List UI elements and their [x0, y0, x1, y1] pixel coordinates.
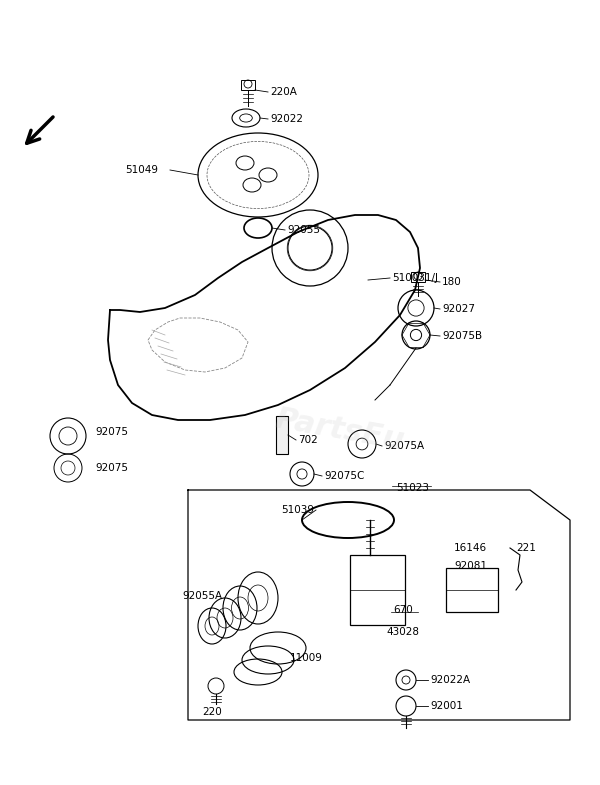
- Text: 11009: 11009: [290, 653, 323, 663]
- Text: 702: 702: [298, 435, 318, 445]
- Text: 92075A: 92075A: [384, 441, 424, 451]
- Text: 180: 180: [442, 277, 462, 287]
- Text: 220: 220: [202, 707, 222, 717]
- Bar: [411, 272, 425, 282]
- Text: 220A: 220A: [270, 87, 297, 97]
- Text: 92001: 92001: [430, 701, 463, 711]
- Text: 92022A: 92022A: [430, 675, 470, 685]
- Bar: [276, 416, 288, 454]
- Text: 43028: 43028: [386, 627, 419, 637]
- Bar: [241, 80, 255, 90]
- Text: 92055A: 92055A: [182, 591, 222, 601]
- Text: 92075: 92075: [95, 463, 128, 473]
- Bar: [350, 555, 405, 625]
- Text: 92055: 92055: [287, 225, 320, 235]
- Text: 51023: 51023: [396, 483, 429, 493]
- Text: 92075B: 92075B: [442, 331, 482, 341]
- Text: 51049: 51049: [125, 165, 158, 175]
- Bar: [446, 568, 498, 612]
- Text: 92075C: 92075C: [324, 471, 364, 481]
- Text: 92075: 92075: [95, 427, 128, 437]
- Text: PartsEu: PartsEu: [273, 404, 407, 455]
- Text: 16146: 16146: [454, 543, 487, 553]
- Text: 92022: 92022: [270, 114, 303, 124]
- Text: 221: 221: [516, 543, 536, 553]
- Text: 51039: 51039: [281, 505, 314, 515]
- Text: 510031/J: 510031/J: [392, 273, 438, 283]
- Text: 92027: 92027: [442, 304, 475, 314]
- Text: 92081: 92081: [454, 561, 487, 571]
- Text: 670: 670: [393, 605, 413, 615]
